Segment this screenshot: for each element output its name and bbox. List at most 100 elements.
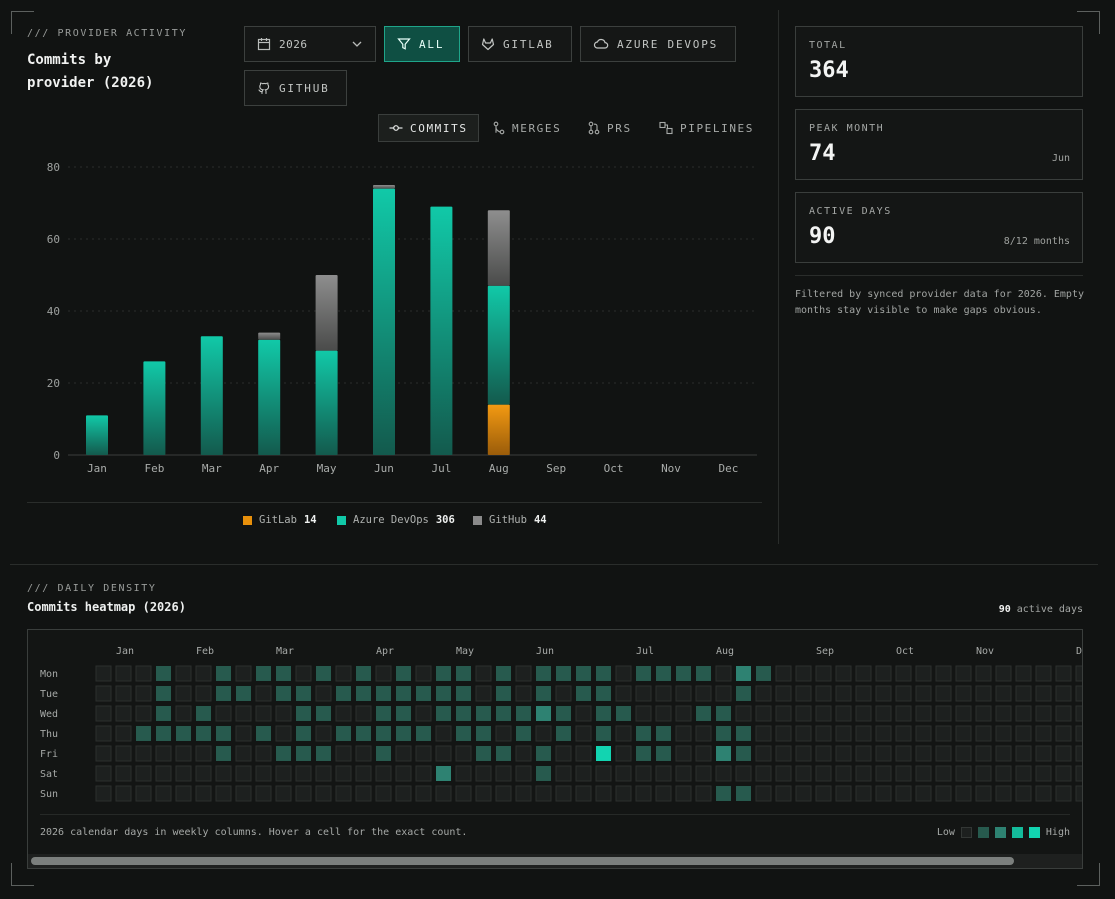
heatmap-cell[interactable] [895, 765, 912, 782]
heatmap-cell[interactable] [296, 706, 311, 721]
heatmap-cell[interactable] [995, 785, 1012, 802]
heatmap-cell[interactable] [835, 745, 852, 762]
heatmap-cell[interactable] [575, 705, 592, 722]
heatmap-cell[interactable] [935, 685, 952, 702]
heatmap-cell[interactable] [576, 666, 591, 681]
heatmap-cell[interactable] [955, 745, 972, 762]
heatmap-cell[interactable] [376, 706, 391, 721]
heatmap-scrollbar[interactable] [28, 854, 1082, 868]
heatmap-cell[interactable] [715, 685, 732, 702]
heatmap-cell[interactable] [235, 765, 252, 782]
heatmap-cell[interactable] [255, 745, 272, 762]
heatmap-cell[interactable] [735, 765, 752, 782]
heatmap-cell[interactable] [775, 765, 792, 782]
heatmap-cell[interactable] [1015, 685, 1032, 702]
heatmap-cell[interactable] [855, 725, 872, 742]
heatmap-cell[interactable] [975, 785, 992, 802]
heatmap-cell[interactable] [396, 706, 411, 721]
heatmap-cell[interactable] [675, 725, 692, 742]
heatmap-cell[interactable] [135, 785, 152, 802]
heatmap-cell[interactable] [476, 726, 491, 741]
heatmap-cell[interactable] [736, 746, 751, 761]
heatmap-cell[interactable] [315, 765, 332, 782]
heatmap-cell[interactable] [396, 726, 411, 741]
heatmap-cell[interactable] [335, 665, 352, 682]
heatmap-cell[interactable] [1055, 725, 1072, 742]
heatmap-cell[interactable] [575, 725, 592, 742]
heatmap-cell[interactable] [216, 666, 231, 681]
heatmap-cell[interactable] [676, 666, 691, 681]
heatmap-cell[interactable] [715, 765, 732, 782]
heatmap-cell[interactable] [1035, 725, 1052, 742]
heatmap-cell[interactable] [555, 685, 572, 702]
heatmap-cell[interactable] [1075, 745, 1083, 762]
heatmap-cell[interactable] [376, 746, 391, 761]
heatmap-cell[interactable] [275, 705, 292, 722]
heatmap-cell[interactable] [115, 745, 132, 762]
bar-azure-devops-mar[interactable] [200, 336, 223, 455]
heatmap-cell[interactable] [276, 686, 291, 701]
heatmap-cell[interactable] [455, 785, 472, 802]
heatmap-cell[interactable] [1075, 785, 1083, 802]
heatmap-cell[interactable] [895, 685, 912, 702]
heatmap-cell[interactable] [355, 785, 372, 802]
heatmap-cell[interactable] [396, 686, 411, 701]
heatmap-cell[interactable] [775, 785, 792, 802]
heatmap-cell[interactable] [115, 665, 132, 682]
heatmap-cell[interactable] [155, 785, 172, 802]
heatmap-cell[interactable] [375, 765, 392, 782]
heatmap-cell[interactable] [315, 725, 332, 742]
heatmap-cell[interactable] [675, 765, 692, 782]
heatmap-cell[interactable] [615, 785, 632, 802]
heatmap-cell[interactable] [495, 765, 512, 782]
heatmap-cell[interactable] [675, 705, 692, 722]
heatmap-cell[interactable] [835, 765, 852, 782]
heatmap-cell[interactable] [476, 706, 491, 721]
heatmap-cell[interactable] [175, 785, 192, 802]
heatmap-cell[interactable] [436, 686, 451, 701]
heatmap-cell[interactable] [515, 685, 532, 702]
heatmap-cell[interactable] [115, 705, 132, 722]
heatmap-cell[interactable] [775, 745, 792, 762]
heatmap-cell[interactable] [1055, 665, 1072, 682]
heatmap-cell[interactable] [635, 785, 652, 802]
heatmap-cell[interactable] [215, 785, 232, 802]
heatmap-cell[interactable] [435, 785, 452, 802]
heatmap-cell[interactable] [296, 746, 311, 761]
heatmap-cell[interactable] [255, 765, 272, 782]
heatmap-cell[interactable] [815, 745, 832, 762]
heatmap-cell[interactable] [296, 726, 311, 741]
heatmap-cell[interactable] [915, 725, 932, 742]
heatmap-cell[interactable] [755, 765, 772, 782]
heatmap-cell[interactable] [536, 686, 551, 701]
heatmap-cell[interactable] [356, 726, 371, 741]
heatmap-cell[interactable] [515, 745, 532, 762]
heatmap-cell[interactable] [636, 726, 651, 741]
heatmap-cell[interactable] [775, 685, 792, 702]
heatmap-cell[interactable] [1055, 765, 1072, 782]
heatmap-cell[interactable] [835, 705, 852, 722]
heatmap-cell[interactable] [1075, 725, 1083, 742]
heatmap-cell[interactable] [716, 706, 731, 721]
heatmap-cell[interactable] [1035, 685, 1052, 702]
heatmap-cell[interactable] [835, 665, 852, 682]
heatmap-cell[interactable] [376, 686, 391, 701]
year-select[interactable]: 2026 [244, 26, 376, 62]
heatmap-cell[interactable] [815, 685, 832, 702]
heatmap-cell[interactable] [456, 666, 471, 681]
heatmap-cell[interactable] [915, 685, 932, 702]
heatmap-cell[interactable] [855, 745, 872, 762]
heatmap-cell[interactable] [156, 706, 171, 721]
heatmap-cell[interactable] [736, 786, 751, 801]
heatmap-cell[interactable] [815, 765, 832, 782]
heatmap-cell[interactable] [256, 726, 271, 741]
heatmap-cell[interactable] [395, 765, 412, 782]
heatmap-cell[interactable] [135, 705, 152, 722]
heatmap-cell[interactable] [536, 746, 551, 761]
heatmap-cell[interactable] [175, 665, 192, 682]
heatmap-cell[interactable] [875, 745, 892, 762]
heatmap-cell[interactable] [775, 665, 792, 682]
heatmap-cell[interactable] [696, 706, 711, 721]
heatmap-cell[interactable] [536, 706, 551, 721]
heatmap-cell[interactable] [635, 705, 652, 722]
